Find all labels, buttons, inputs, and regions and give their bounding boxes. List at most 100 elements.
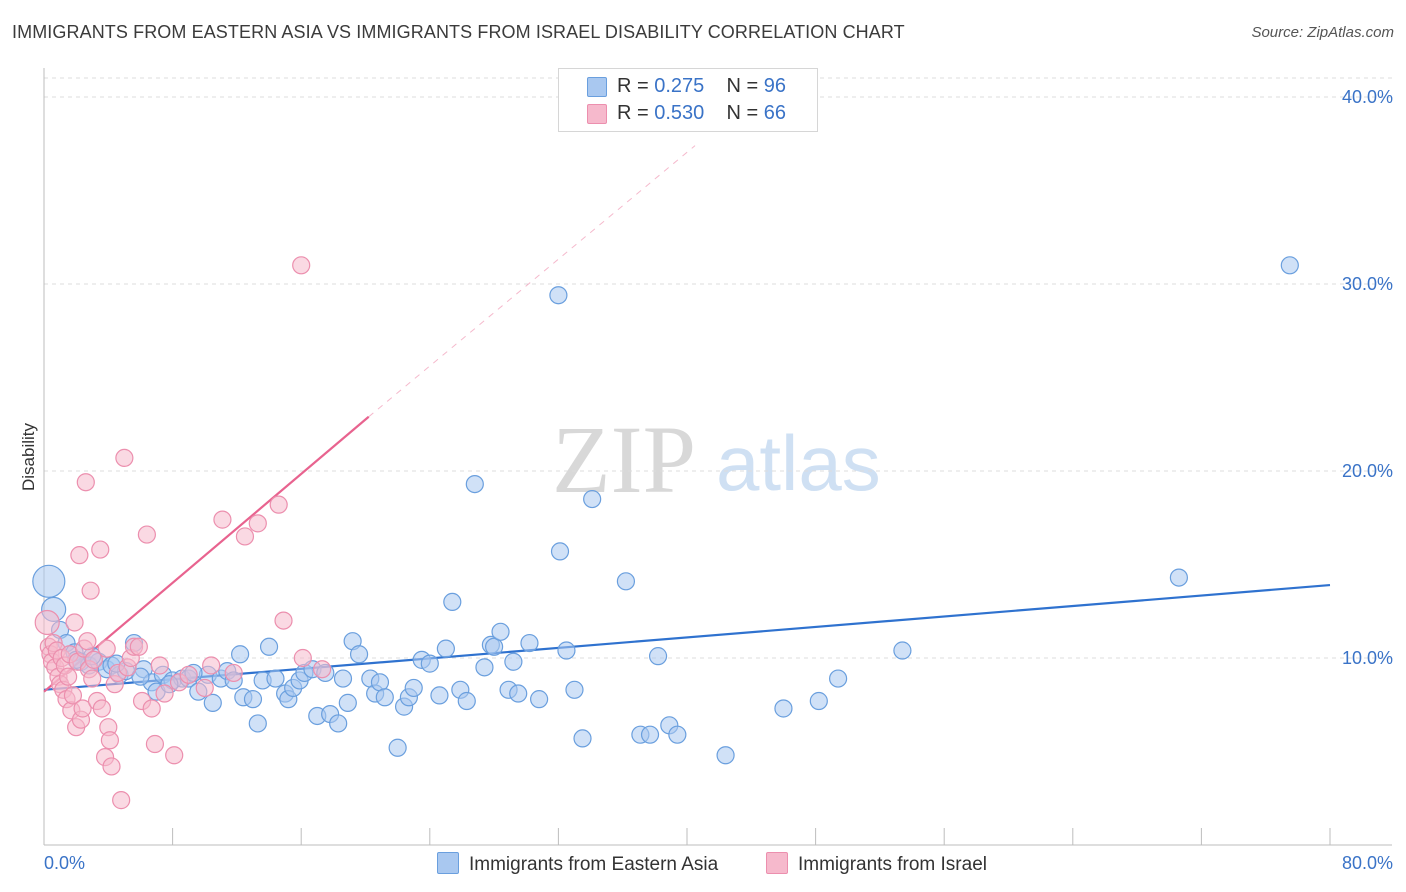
point-israel <box>312 660 332 679</box>
point-israel <box>70 546 89 565</box>
point-eastern-asia <box>338 693 357 712</box>
axes <box>43 68 1392 846</box>
point-israel <box>235 527 255 546</box>
point-eastern-asia <box>333 669 353 688</box>
legend-r-label: R = <box>617 75 655 97</box>
legend-n-value: 96 <box>763 75 787 97</box>
point-eastern-asia <box>583 489 602 509</box>
point-eastern-asia <box>557 641 576 660</box>
point-eastern-asia <box>716 746 735 765</box>
bottom-legend-swatch-blue <box>437 852 459 874</box>
point-israel <box>145 734 165 754</box>
point-eastern-asia <box>248 714 267 733</box>
watermark-atlas: atlas <box>716 419 881 507</box>
point-israel <box>179 665 198 684</box>
point-israel <box>112 791 131 810</box>
point-eastern-asia <box>243 690 263 709</box>
source-note: Source: ZipAtlas.com <box>1251 24 1394 41</box>
point-israel <box>65 613 84 632</box>
legend-text: R = 0.275 N = 96 <box>617 75 786 98</box>
point-eastern-asia <box>550 542 570 561</box>
point-israel <box>76 473 95 492</box>
point-israel <box>83 669 102 688</box>
point-israel <box>202 656 221 675</box>
legend-text: R = 0.530 N = 66 <box>617 102 786 125</box>
point-eastern-asia <box>131 667 150 686</box>
point-israel <box>92 699 111 718</box>
legend-swatch-pink <box>587 104 607 124</box>
point-eastern-asia <box>1169 568 1188 587</box>
point-eastern-asia <box>443 592 462 612</box>
point-israel <box>34 609 60 636</box>
point-eastern-asia <box>809 691 828 711</box>
point-israel <box>195 678 214 698</box>
point-eastern-asia <box>457 691 476 711</box>
point-israel <box>150 656 169 675</box>
point-eastern-asia <box>375 688 394 707</box>
point-eastern-asia <box>668 725 687 744</box>
point-israel <box>213 510 232 529</box>
legend-n-label: N = <box>726 75 764 97</box>
bottom-legend-israel: Immigrants from Israel <box>766 852 987 876</box>
bottom-legend-label: Immigrants from Israel <box>798 854 987 875</box>
bottom-legend-swatch-pink <box>766 852 788 874</box>
point-eastern-asia <box>491 622 510 641</box>
point-eastern-asia <box>349 645 369 664</box>
point-israel <box>274 611 293 630</box>
legend-swatch-blue <box>587 77 607 97</box>
axis-labels: 10.0% 20.0% 30.0% 40.0% 0.0% 80.0% <box>44 87 1393 873</box>
point-eastern-asia <box>430 686 449 705</box>
point-eastern-asia <box>329 714 348 733</box>
point-eastern-asia <box>565 680 584 699</box>
point-israel <box>269 495 288 514</box>
point-israel <box>59 667 78 686</box>
point-israel <box>292 256 311 275</box>
point-eastern-asia <box>504 652 523 671</box>
correlation-legend: R = 0.275 N = 96 R = 0.530 N = 66 <box>558 68 818 132</box>
x-tick-label: 80.0% <box>1342 853 1393 873</box>
point-eastern-asia <box>573 729 592 748</box>
legend-r-label: R = <box>617 102 655 124</box>
point-eastern-asia <box>549 286 568 305</box>
y-axis-label: Disability <box>19 422 38 491</box>
point-israel <box>129 637 148 656</box>
point-eastern-asia <box>32 564 66 598</box>
point-israel <box>248 514 267 533</box>
point-eastern-asia <box>640 725 660 744</box>
trend-extension-israel <box>368 145 696 418</box>
legend-n-label: N = <box>726 102 764 124</box>
legend-r-value: 0.275 <box>654 75 705 97</box>
point-israel <box>102 757 121 776</box>
point-israel <box>78 632 97 651</box>
point-israel <box>81 581 100 600</box>
point-israel <box>63 686 83 705</box>
point-eastern-asia <box>648 647 668 666</box>
point-eastern-asia <box>520 633 539 653</box>
point-israel <box>165 746 184 765</box>
point-israel <box>84 650 103 669</box>
point-eastern-asia <box>829 669 848 688</box>
x-tick-label: 0.0% <box>44 853 85 873</box>
point-eastern-asia <box>231 645 250 664</box>
point-eastern-asia <box>388 738 407 757</box>
point-eastern-asia <box>259 637 279 656</box>
point-eastern-asia <box>893 641 912 660</box>
gridlines <box>44 77 1392 659</box>
point-israel <box>100 731 120 750</box>
legend-r-value: 0.530 <box>654 102 705 124</box>
bottom-legend-label: Immigrants from Eastern Asia <box>469 854 719 875</box>
point-eastern-asia <box>616 572 636 591</box>
point-israel <box>293 648 312 668</box>
point-israel <box>137 525 156 544</box>
point-israel <box>115 448 134 468</box>
point-eastern-asia <box>420 654 439 673</box>
watermark-zip: ZIP <box>552 406 696 513</box>
chart-title: IMMIGRANTS FROM EASTERN ASIA VS IMMIGRAN… <box>12 22 905 42</box>
data-points <box>32 256 1299 810</box>
y-tick-label: 10.0% <box>1342 648 1393 668</box>
point-eastern-asia <box>475 658 494 677</box>
point-eastern-asia <box>203 693 222 712</box>
point-eastern-asia <box>485 637 504 656</box>
point-israel <box>224 663 243 683</box>
point-eastern-asia <box>509 684 528 703</box>
